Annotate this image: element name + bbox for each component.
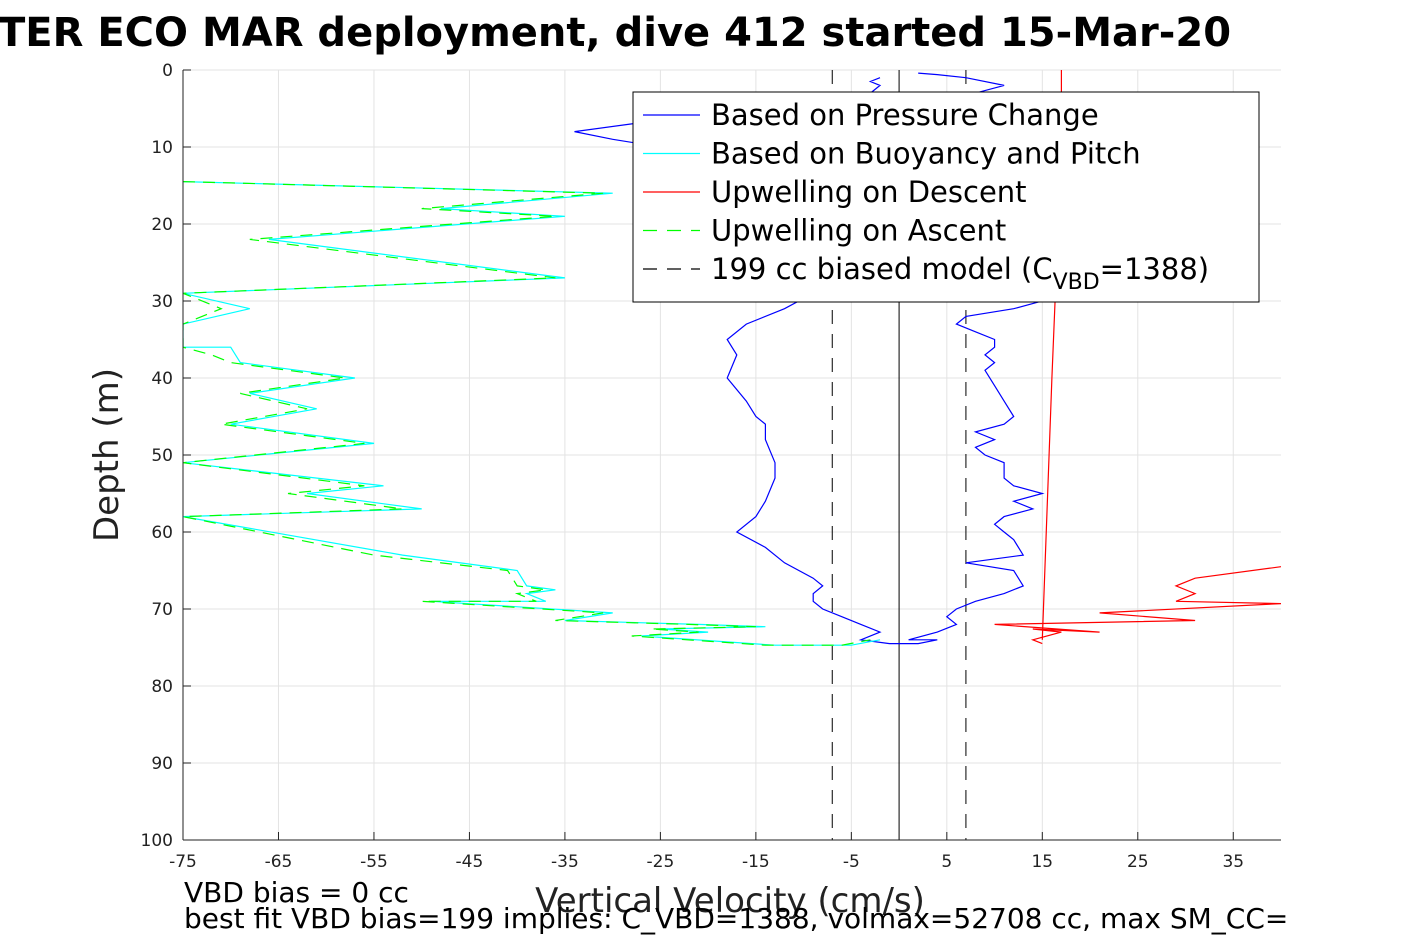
x-tick-label: -15	[742, 852, 770, 872]
y-tick-label: 10	[151, 138, 173, 158]
y-tick-label: 60	[151, 523, 173, 543]
x-tick-label: 5	[941, 852, 952, 872]
y-tick-label: 70	[151, 600, 173, 620]
x-tick-label: 35	[1222, 852, 1244, 872]
vbd-bias-note: VBD bias = 0 cc	[184, 876, 409, 909]
chart-title: TER ECO MAR deployment, dive 412 started…	[0, 10, 1231, 56]
y-tick-label: 30	[151, 292, 173, 312]
y-tick-label: 20	[151, 215, 173, 235]
best-fit-note: best fit VBD bias=199 implies: C_VBD=138…	[184, 902, 1288, 935]
x-tick-label: -55	[360, 852, 388, 872]
x-tick-label: -45	[456, 852, 484, 872]
x-tick-label: -75	[169, 852, 197, 872]
legend-box	[632, 91, 1260, 303]
x-tick-label: 25	[1127, 852, 1149, 872]
x-tick-label: -35	[551, 852, 579, 872]
x-tick-label: -5	[843, 852, 860, 872]
series-line	[183, 181, 871, 646]
x-tick-label: -65	[265, 852, 293, 872]
y-tick-label: 0	[162, 61, 173, 81]
legend-entry-label: Upwelling on Descent	[711, 175, 1027, 209]
x-tick-label: 15	[1031, 852, 1053, 872]
y-tick-label: 90	[151, 754, 173, 774]
series-line	[183, 181, 881, 646]
y-axis-label: Depth (m)	[87, 368, 127, 542]
y-tick-label: 80	[151, 677, 173, 697]
legend-entry-label: Based on Pressure Change	[711, 98, 1099, 132]
y-tick-label: 40	[151, 369, 173, 389]
legend: Based on Pressure Change Based on Buoyanc…	[632, 91, 1260, 303]
y-tick-label: 100	[141, 831, 173, 851]
legend-entry-label: Upwelling on Ascent	[711, 214, 1006, 248]
x-axis-label: Vertical Velocity (cm/s)	[535, 881, 925, 921]
y-tick-label: 50	[151, 446, 173, 466]
legend-entry-label: 199 cc biased model (CVBD=1388)	[711, 252, 1209, 295]
series-line	[994, 566, 1281, 645]
legend-entry-label: Based on Buoyancy and Pitch	[711, 137, 1141, 171]
tick-labels: -75 -65 -55 -45 -35 -25 -15 -5 5 15 25 350102030405…	[141, 61, 1245, 872]
x-tick-label: -25	[647, 852, 675, 872]
axes	[182, 69, 1281, 841]
